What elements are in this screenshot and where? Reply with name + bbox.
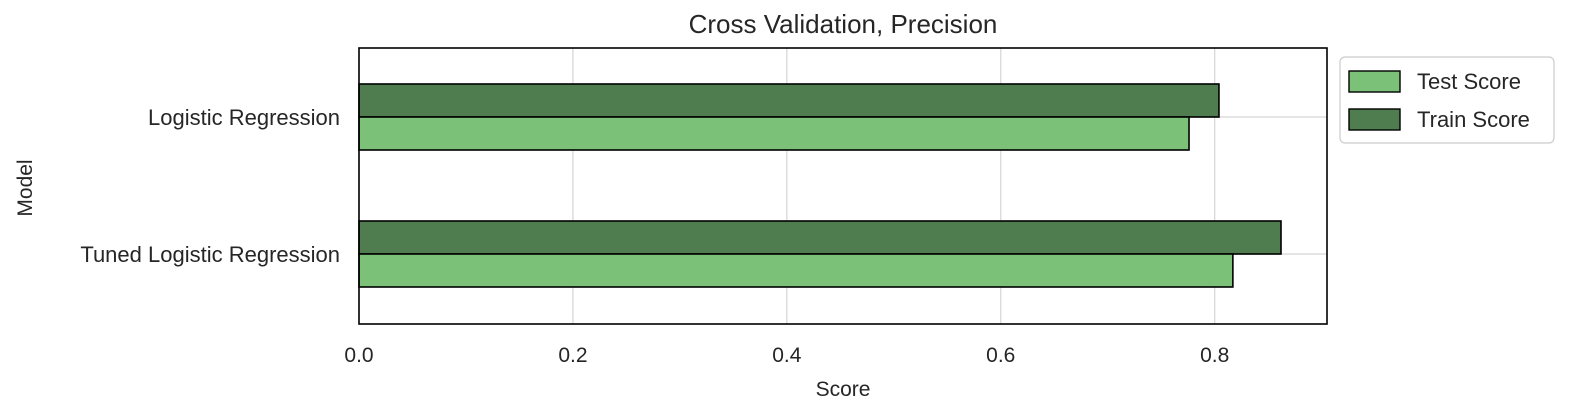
x-tick-label: 0.4 <box>772 344 802 367</box>
y-category-label: Tuned Logistic Regression <box>80 242 340 267</box>
bar-test-score <box>358 116 1190 151</box>
legend: Test Score Train Score <box>1339 56 1555 144</box>
y-category-label: Logistic Regression <box>148 105 340 130</box>
bar-train-score <box>358 220 1282 255</box>
bar-test-score <box>358 253 1234 288</box>
y-axis-label: Model <box>14 159 37 216</box>
chart-title: Cross Validation, Precision <box>689 9 998 39</box>
x-tick-labels: 0.0 0.2 0.4 0.6 0.8 <box>344 344 1229 367</box>
bar-train-score <box>358 83 1220 118</box>
plot-frame <box>358 47 1328 325</box>
y-category-labels: Logistic Regression Tuned Logistic Regres… <box>80 105 340 267</box>
legend-swatch <box>1348 70 1401 93</box>
x-axis-label: Score <box>816 378 871 401</box>
x-tick-label: 0.0 <box>344 344 373 367</box>
bars <box>358 83 1282 288</box>
legend-label: Train Score <box>1417 107 1530 132</box>
x-tick-label: 0.8 <box>1200 344 1229 367</box>
x-tick-label: 0.2 <box>558 344 587 367</box>
x-tick-label: 0.6 <box>986 344 1015 367</box>
legend-swatch <box>1348 108 1401 131</box>
legend-label: Test Score <box>1417 69 1521 94</box>
